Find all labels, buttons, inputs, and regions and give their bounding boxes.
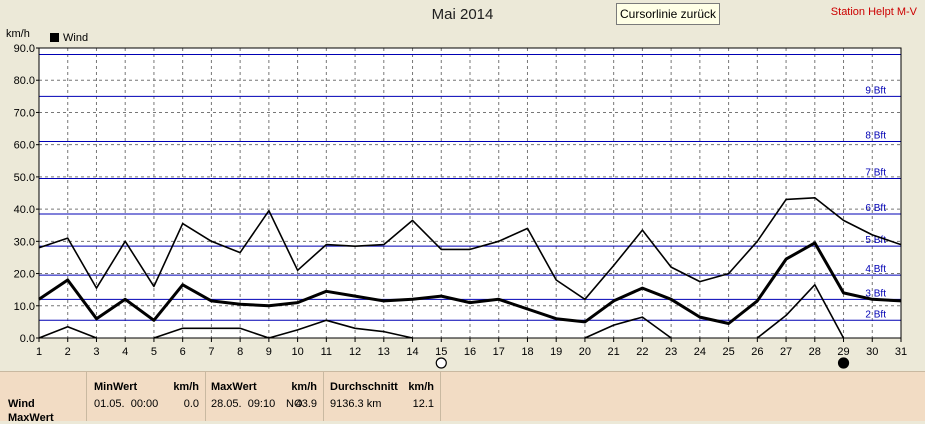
- beaufort-label: 9 Bft: [865, 85, 886, 96]
- series-line-min: [584, 316, 672, 339]
- x-tick-label: 30: [866, 346, 878, 358]
- min-date: 01.05. 00:00: [94, 398, 159, 410]
- legend-swatch: [50, 33, 59, 42]
- x-tick-label: 9: [266, 346, 272, 358]
- beaufort-label: 6 Bft: [865, 203, 886, 214]
- beaufort-label: 3 Bft: [865, 288, 886, 299]
- x-tick-label: 5: [151, 346, 157, 358]
- y-tick-label: 20.0: [14, 269, 35, 281]
- x-tick-label: 4: [122, 346, 128, 358]
- station-name: Station Helpt M-V: [830, 6, 917, 18]
- max-direction: NO: [286, 398, 303, 410]
- y-tick-label: 90.0: [14, 43, 35, 55]
- series-line-max: [38, 197, 902, 301]
- x-tick-label: 21: [608, 346, 620, 358]
- y-tick-label: 80.0: [14, 75, 35, 87]
- beaufort-label: 4 Bft: [865, 264, 886, 275]
- x-tick-label: 26: [751, 346, 763, 358]
- x-tick-label: 7: [208, 346, 214, 358]
- series-line-min: [153, 319, 413, 339]
- x-tick-label: 25: [722, 346, 734, 358]
- x-tick-label: 2: [65, 346, 71, 358]
- cursor-marker-icon: [435, 357, 447, 369]
- x-tick-label: 23: [665, 346, 677, 358]
- x-tick-label: 10: [291, 346, 303, 358]
- x-tick-label: 1: [36, 346, 42, 358]
- x-tick-label: 18: [521, 346, 533, 358]
- y-tick-label: 40.0: [14, 204, 35, 216]
- avg-distance: 9136.3 km: [330, 398, 382, 410]
- cursor-marker-icon: [837, 357, 850, 369]
- y-tick-label: 0.0: [20, 333, 35, 345]
- avg-cell: Durchschnitt km/h 9136.3 km 12.1: [324, 372, 441, 421]
- legend: Wind: [50, 32, 88, 44]
- x-tick-label: 28: [809, 346, 821, 358]
- y-tick-label: 50.0: [14, 172, 35, 184]
- x-tick-label: 17: [493, 346, 505, 358]
- row-label-wind: Wind: [8, 398, 35, 410]
- max-date: 28.05. 09:10: [211, 398, 276, 410]
- avg-header: Durchschnitt: [330, 381, 398, 393]
- avg-unit: km/h: [408, 381, 434, 393]
- x-tick-label: 6: [180, 346, 186, 358]
- x-tick-label: 14: [406, 346, 418, 358]
- max-value: 43.9: [295, 398, 317, 410]
- min-header: MinWert: [94, 381, 138, 393]
- x-tick-label: 16: [464, 346, 476, 358]
- x-tick-label: 29: [837, 346, 849, 358]
- y-tick-label: 10.0: [14, 301, 35, 313]
- max-unit: km/h: [291, 381, 317, 393]
- x-tick-label: 22: [636, 346, 648, 358]
- y-tick-label: 60.0: [14, 140, 35, 152]
- stats-label-cell: [0, 372, 87, 421]
- wind-chart[interactable]: 2 Bft 3 Bft 4 Bft 5 Bft 6 Bft 7 Bft 8 Bft 9 Bft…: [0, 0, 925, 371]
- x-tick-label: 13: [378, 346, 390, 358]
- avg-value: 12.1: [412, 398, 434, 410]
- x-tick-label: 12: [349, 346, 361, 358]
- beaufort-label: 8 Bft: [865, 130, 886, 141]
- x-tick-label: 8: [237, 346, 243, 358]
- x-tick-label: 27: [780, 346, 792, 358]
- chart-title: Mai 2014: [431, 6, 494, 23]
- y-tick-label: 70.0: [14, 107, 35, 119]
- x-tick-label: 11: [321, 346, 332, 358]
- series-line-min: [38, 325, 97, 339]
- y-tick-label: 30.0: [14, 236, 35, 248]
- x-tick-label: 24: [694, 346, 706, 358]
- series-line-min: [756, 283, 845, 339]
- y-axis-unit: km/h: [6, 28, 30, 40]
- beaufort-label: 5 Bft: [865, 235, 886, 246]
- legend-label: Wind: [63, 32, 89, 44]
- min-cell: MinWert km/h 01.05. 00:00 0.0: [87, 372, 206, 421]
- x-tick-label: 20: [579, 346, 591, 358]
- max-header: MaxWert: [211, 381, 257, 393]
- x-tick-label: 31: [895, 346, 907, 358]
- cursor-reset-button[interactable]: Cursorlinie zurück: [616, 3, 721, 25]
- beaufort-label: 7 Bft: [865, 168, 886, 179]
- statistics-panel: Wind MaxWert MinWert km/h 01.05. 00:00 0…: [0, 371, 925, 424]
- beaufort-label: 2 Bft: [865, 309, 886, 320]
- x-tick-label: 15: [435, 346, 447, 358]
- max-cell: MaxWert km/h 28.05. 09:10 NO 43.9: [206, 372, 324, 421]
- x-tick-label: 19: [550, 346, 562, 358]
- min-value: 0.0: [183, 398, 199, 410]
- x-tick-label: 3: [93, 346, 99, 358]
- series-line-mean: [38, 241, 902, 325]
- min-unit: km/h: [173, 381, 199, 393]
